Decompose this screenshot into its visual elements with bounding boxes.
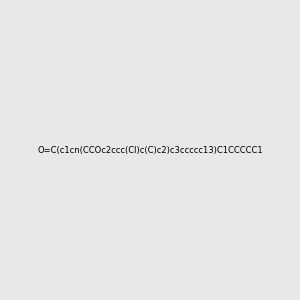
Text: O=C(c1cn(CCOc2ccc(Cl)c(C)c2)c3ccccc13)C1CCCCC1: O=C(c1cn(CCOc2ccc(Cl)c(C)c2)c3ccccc13)C1… bbox=[37, 146, 263, 154]
